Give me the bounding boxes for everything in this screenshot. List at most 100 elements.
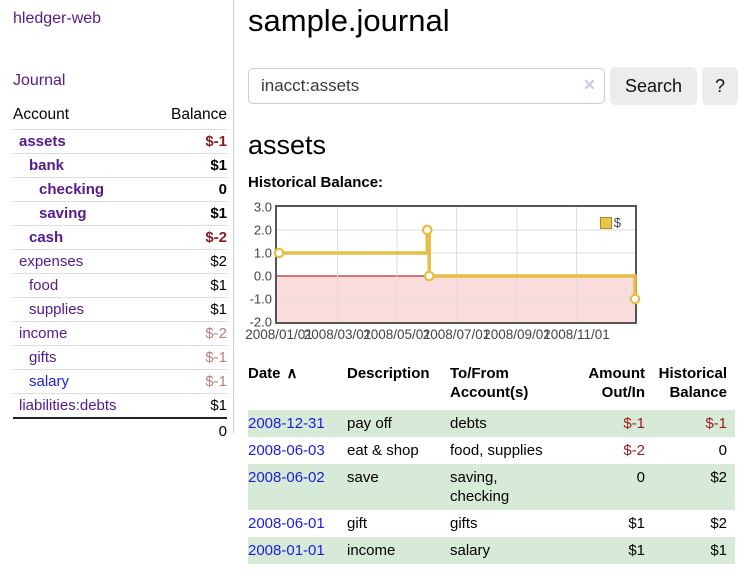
account-balance: $-2 — [151, 225, 227, 250]
transaction-date-link[interactable]: 2008-12-31 — [248, 415, 325, 432]
account-link[interactable]: cash — [29, 229, 64, 246]
transactions-header-accounts: To/From Account(s) — [450, 365, 529, 401]
search-row: × Search ? — [248, 67, 738, 105]
legend-label: $ — [613, 215, 621, 230]
transaction-date-link[interactable]: 2008-06-02 — [248, 469, 325, 486]
transaction-amount: $1 — [628, 515, 645, 532]
balance-chart-svg — [273, 207, 641, 322]
sidebar: hledger-web Journal Account Balance asse… — [0, 0, 233, 444]
main-content: sample.journal × Search ? assets Histori… — [245, 0, 738, 564]
account-balance: $-1 — [151, 369, 227, 394]
transaction-row: 2008-01-01 income salary $1 $1 — [248, 537, 735, 564]
search-input[interactable] — [248, 68, 605, 104]
accounts-table-header: Account Balance — [13, 103, 227, 130]
account-row: gifts $-1 — [13, 345, 227, 370]
account-row: saving $1 — [13, 201, 227, 226]
transaction-date-link[interactable]: 2008-01-01 — [248, 542, 325, 559]
account-row: salary $-1 — [13, 369, 227, 394]
transaction-row: 2008-06-03 eat & shop food, supplies $-2… — [248, 437, 735, 464]
accounts-total-value: 0 — [151, 417, 227, 444]
account-link[interactable]: bank — [29, 157, 65, 174]
transactions-header-balance: Historical Balance — [658, 365, 727, 401]
account-row: food $1 — [13, 273, 227, 298]
accounts-header-account: Account — [13, 103, 152, 130]
transactions-table: Date ∧ Description To/From Account(s) Amo… — [248, 362, 735, 564]
transaction-balance: $2 — [710, 469, 727, 486]
transaction-balance: $2 — [710, 515, 727, 532]
account-balance: $-2 — [151, 321, 227, 346]
transaction-accounts: gifts — [450, 515, 478, 532]
y-axis-tick-label: 2.0 — [253, 222, 272, 238]
account-balance: 0 — [151, 177, 227, 202]
x-axis-tick-label: 2008/07/01 — [422, 327, 491, 342]
transactions-header-amount: Amount Out/In — [588, 365, 645, 401]
account-balance: $1 — [151, 201, 227, 226]
search-button[interactable]: Search — [609, 67, 697, 105]
x-axis-tick-label: 2008/09/01 — [483, 327, 551, 342]
account-balance: $1 — [151, 393, 227, 418]
account-row: supplies $1 — [13, 297, 227, 322]
transaction-amount: $-2 — [623, 442, 645, 459]
account-link[interactable]: gifts — [29, 349, 57, 366]
account-row: income $-2 — [13, 321, 227, 346]
sidebar-item-journal[interactable]: Journal — [13, 72, 66, 89]
x-axis-tick-label: 2008/11/01 — [543, 327, 610, 342]
accounts-total-row: 0 — [13, 417, 227, 444]
data-point-marker — [273, 247, 285, 259]
x-axis-tick-label: 2008/03/01 — [303, 327, 372, 342]
clear-search-icon[interactable]: × — [583, 75, 595, 97]
account-balance: $-1 — [151, 129, 227, 154]
x-axis-tick-label: 2008/05/01 — [363, 327, 431, 342]
transaction-date-link[interactable]: 2008-06-03 — [248, 442, 325, 459]
account-link[interactable]: food — [29, 277, 59, 294]
account-link[interactable]: salary — [29, 373, 70, 390]
account-heading: assets — [248, 130, 327, 160]
transaction-date-link[interactable]: 2008-06-01 — [248, 515, 325, 532]
account-balance: $1 — [151, 273, 227, 298]
account-balance: $2 — [151, 249, 227, 274]
y-axis-tick-label: 0.0 — [253, 268, 272, 284]
y-axis-tick-label: 3.0 — [253, 199, 272, 215]
account-balance: $1 — [151, 153, 227, 178]
account-link[interactable]: assets — [19, 133, 66, 150]
account-link[interactable]: checking — [39, 181, 105, 198]
chart-legend: $ — [599, 215, 621, 230]
chart: $ 3.0 2.0 1.0 0.0 -1.0 -2.0 2008/01/01 2008/03/… — [245, 199, 738, 344]
search-wrap: × — [248, 68, 605, 104]
account-link[interactable]: liabilities:debts — [19, 397, 117, 414]
chart-plot: $ — [273, 205, 641, 324]
data-point-marker — [423, 270, 435, 282]
transaction-row: 2008-06-02 save saving, checking 0 $2 — [248, 464, 735, 510]
transaction-accounts: food, supplies — [450, 442, 543, 459]
transaction-balance: 0 — [718, 442, 727, 459]
account-link[interactable]: expenses — [19, 253, 84, 270]
transaction-accounts: salary — [450, 542, 491, 559]
data-point-marker — [421, 224, 433, 236]
account-link[interactable]: income — [19, 325, 68, 342]
transactions-header-description: Description — [347, 365, 430, 382]
account-row: bank $1 — [13, 153, 227, 178]
transactions-header-row: Date ∧ Description To/From Account(s) Amo… — [248, 362, 735, 410]
transaction-amount: $1 — [628, 542, 645, 559]
account-row: checking 0 — [13, 177, 227, 202]
chart-heading: Historical Balance: — [248, 174, 384, 191]
transaction-row: 2008-06-01 gift gifts $1 $2 — [248, 510, 735, 537]
legend-swatch — [599, 216, 612, 229]
transaction-amount: 0 — [636, 469, 645, 486]
account-link[interactable]: supplies — [29, 301, 85, 318]
brand-link[interactable]: hledger-web — [13, 10, 102, 27]
x-axis-tick-label: 2008/01/01 — [245, 327, 313, 342]
y-axis-tick-label: 1.0 — [253, 245, 272, 261]
transaction-description: income — [347, 542, 396, 559]
transaction-balance: $1 — [710, 542, 727, 559]
transactions-header-date[interactable]: Date ∧ — [248, 365, 298, 382]
account-row: expenses $2 — [13, 249, 227, 274]
data-point-marker — [629, 293, 641, 305]
account-balance: $1 — [151, 297, 227, 322]
account-row: liabilities:debts $1 — [13, 393, 227, 418]
y-axis-tick-label: -1.0 — [249, 291, 272, 307]
account-row: cash $-2 — [13, 225, 227, 250]
help-button[interactable]: ? — [701, 67, 738, 105]
transaction-description: save — [347, 469, 379, 486]
account-link[interactable]: saving — [39, 205, 87, 222]
